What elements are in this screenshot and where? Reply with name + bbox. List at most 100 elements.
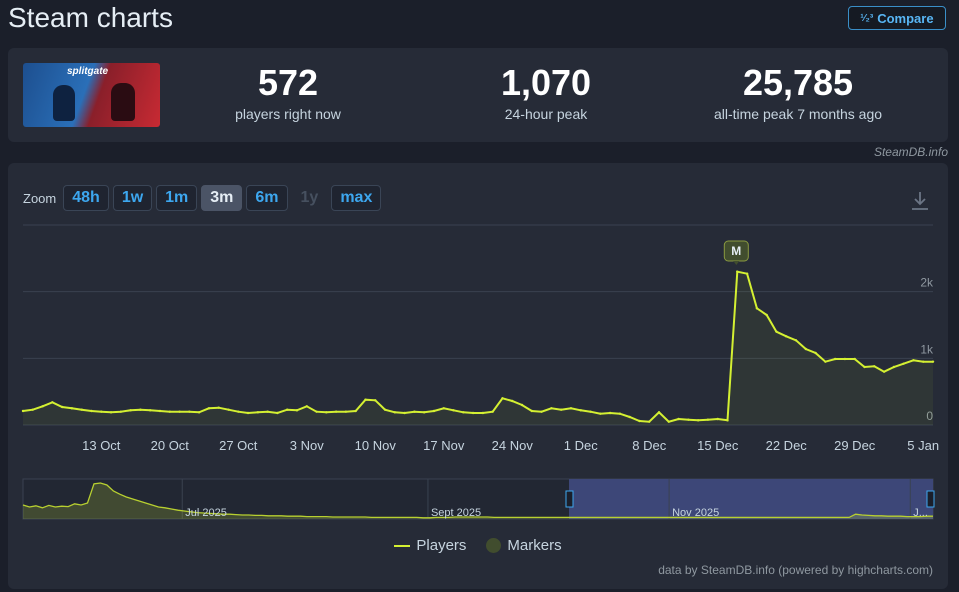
data-point-nov-2[interactable] [295,409,299,412]
data-point-oct-9[interactable] [60,405,64,409]
data-point-dec-28[interactable] [843,357,847,361]
data-point-nov-25[interactable] [520,403,524,407]
data-point-jan-1[interactable] [882,370,886,373]
data-point-oct-22[interactable] [188,410,191,413]
data-point-oct-21[interactable] [178,410,181,413]
data-point-oct-24[interactable] [207,407,211,410]
data-point-nov-15[interactable] [422,411,426,414]
data-point-nov-22[interactable] [491,410,494,413]
data-point-jan-2[interactable] [892,365,896,369]
zoom-max-button[interactable]: max [331,185,382,211]
data-point-nov-5[interactable] [325,411,328,414]
data-point-nov-30[interactable] [569,407,573,410]
data-point-dec-2[interactable] [589,410,592,413]
data-point-dec-13[interactable] [696,419,700,422]
zoom-6m-button[interactable]: 6m [246,185,288,211]
data-point-nov-16[interactable] [432,409,436,413]
data-point-oct-30[interactable] [266,410,269,413]
data-point-dec-15[interactable] [716,417,719,421]
data-point-nov-24[interactable] [511,399,514,403]
data-point-oct-25[interactable] [217,406,220,409]
legend-markers[interactable]: Markers [486,537,562,554]
data-point-nov-9[interactable] [364,398,367,401]
data-point-oct-8[interactable] [51,401,54,404]
data-source-credit[interactable]: data by SteamDB.info (powered by highcha… [658,563,933,577]
data-point-nov-7[interactable] [344,410,348,413]
data-point-dec-9[interactable] [657,411,661,414]
data-point-oct-13[interactable] [100,410,103,413]
data-point-dec-4[interactable] [608,411,612,415]
zoom-48h-button[interactable]: 48h [63,185,109,211]
data-point-dec-19[interactable] [755,307,759,310]
data-point-dec-16[interactable] [726,419,729,422]
data-point-oct-7[interactable] [41,405,44,408]
data-point-oct-28[interactable] [246,411,250,415]
data-point-nov-14[interactable] [413,410,416,413]
data-point-nov-28[interactable] [550,407,553,410]
data-point-dec-1[interactable] [579,409,582,412]
data-point-dec-20[interactable] [765,313,768,317]
data-point-jan-3[interactable] [902,362,905,365]
data-point-dec-10[interactable] [667,420,671,423]
data-point-nov-12[interactable] [393,411,397,414]
data-point-dec-26[interactable] [824,360,827,363]
data-point-nov-27[interactable] [540,410,543,413]
navigator-selection[interactable] [569,479,933,519]
data-point-dec-17[interactable] [736,270,739,273]
data-point-nov-21[interactable] [481,411,485,415]
data-point-nov-26[interactable] [530,409,534,413]
data-point-oct-29[interactable] [256,411,260,414]
data-point-oct-5[interactable] [21,409,25,413]
data-point-dec-25[interactable] [814,351,817,355]
data-point-dec-30[interactable] [863,365,866,369]
zoom-3m-button[interactable]: 3m [201,185,243,211]
data-point-oct-10[interactable] [70,407,74,410]
data-point-dec-23[interactable] [794,339,798,342]
data-point-oct-12[interactable] [90,409,93,413]
data-point-dec-8[interactable] [648,420,651,423]
data-point-oct-19[interactable] [158,409,162,413]
data-point-oct-17[interactable] [139,408,142,411]
data-point-nov-11[interactable] [383,408,387,411]
data-point-nov-13[interactable] [403,411,406,415]
data-point-oct-16[interactable] [129,409,132,412]
data-point-nov-8[interactable] [354,409,357,413]
data-point-nov-23[interactable] [501,397,504,400]
data-point-nov-18[interactable] [452,409,455,412]
data-point-jan-5[interactable] [922,360,925,363]
data-point-nov-10[interactable] [374,399,377,402]
data-point-dec-18[interactable] [745,272,749,275]
data-point-dec-29[interactable] [853,357,856,361]
data-point-nov-17[interactable] [442,407,445,410]
data-point-oct-31[interactable] [276,411,279,415]
data-point-dec-3[interactable] [599,412,602,415]
data-point-dec-6[interactable] [628,415,631,419]
data-point-oct-18[interactable] [149,409,152,412]
data-point-jan-4[interactable] [912,359,915,362]
data-point-nov-19[interactable] [462,411,465,414]
data-point-dec-7[interactable] [638,419,641,423]
data-point-dec-24[interactable] [804,347,807,351]
zoom-1m-button[interactable]: 1m [156,185,198,211]
zoom-1w-button[interactable]: 1w [112,185,153,211]
data-point-oct-15[interactable] [119,410,123,413]
download-icon[interactable] [910,190,930,212]
steamdb-credit[interactable]: SteamDB.info [873,145,948,159]
data-point-oct-11[interactable] [80,408,83,411]
data-point-nov-1[interactable] [285,408,289,411]
data-point-nov-3[interactable] [305,405,308,408]
data-point-oct-20[interactable] [168,410,171,413]
data-point-nov-20[interactable] [471,411,475,415]
data-point-nov-29[interactable] [559,408,563,411]
data-point-dec-12[interactable] [687,418,690,421]
data-point-oct-6[interactable] [31,408,34,411]
data-point-oct-26[interactable] [227,408,230,411]
data-point-dec-11[interactable] [677,417,680,421]
data-point-oct-23[interactable] [197,411,201,414]
data-point-dec-31[interactable] [873,365,876,368]
data-point-oct-14[interactable] [109,411,113,414]
data-point-oct-27[interactable] [237,410,240,413]
navigator-handle-left[interactable] [565,490,574,508]
data-point-dec-22[interactable] [785,335,788,338]
data-point-nov-4[interactable] [315,410,318,413]
